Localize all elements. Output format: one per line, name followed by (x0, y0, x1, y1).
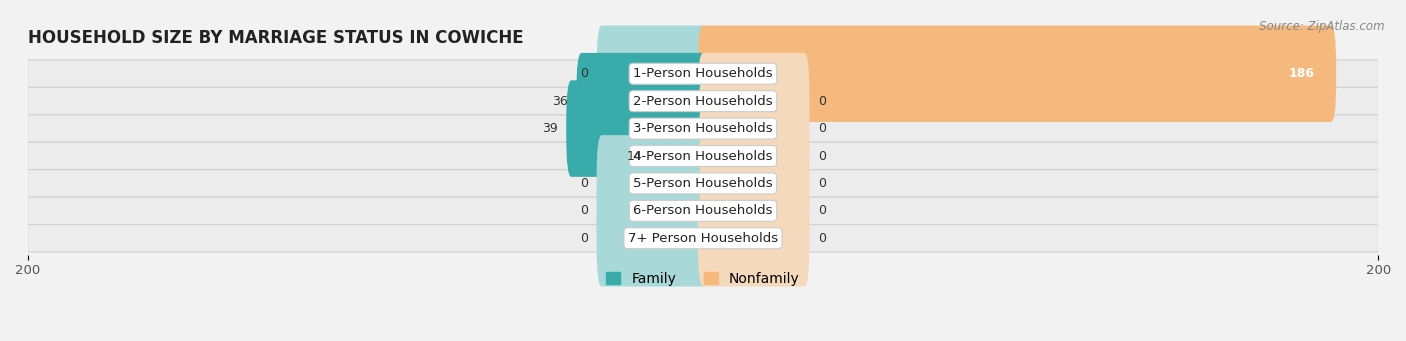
FancyBboxPatch shape (567, 80, 709, 177)
Text: 7+ Person Households: 7+ Person Households (628, 232, 778, 245)
Text: HOUSEHOLD SIZE BY MARRIAGE STATUS IN COWICHE: HOUSEHOLD SIZE BY MARRIAGE STATUS IN COW… (28, 29, 523, 47)
FancyBboxPatch shape (697, 135, 810, 232)
Text: 0: 0 (818, 177, 825, 190)
Text: 1-Person Households: 1-Person Households (633, 67, 773, 80)
FancyBboxPatch shape (28, 115, 1378, 142)
Text: 3-Person Households: 3-Person Households (633, 122, 773, 135)
Text: 0: 0 (581, 177, 588, 190)
FancyBboxPatch shape (576, 53, 709, 149)
FancyBboxPatch shape (28, 225, 1378, 252)
Text: 0: 0 (818, 122, 825, 135)
Text: 2-Person Households: 2-Person Households (633, 95, 773, 108)
Text: 0: 0 (818, 149, 825, 163)
FancyBboxPatch shape (697, 26, 1336, 122)
Text: 0: 0 (581, 232, 588, 245)
FancyBboxPatch shape (28, 60, 1378, 87)
FancyBboxPatch shape (697, 163, 810, 259)
Text: 36: 36 (553, 95, 568, 108)
FancyBboxPatch shape (697, 190, 810, 286)
FancyBboxPatch shape (596, 26, 709, 122)
Text: 186: 186 (1288, 67, 1315, 80)
Text: 14: 14 (627, 149, 643, 163)
Text: 4-Person Households: 4-Person Households (633, 149, 773, 163)
Text: 0: 0 (581, 204, 588, 217)
Text: 0: 0 (581, 67, 588, 80)
FancyBboxPatch shape (697, 108, 810, 204)
FancyBboxPatch shape (28, 170, 1378, 197)
FancyBboxPatch shape (697, 53, 810, 149)
FancyBboxPatch shape (596, 163, 709, 259)
Text: 5-Person Households: 5-Person Households (633, 177, 773, 190)
FancyBboxPatch shape (28, 87, 1378, 115)
Text: 0: 0 (818, 232, 825, 245)
FancyBboxPatch shape (28, 197, 1378, 225)
FancyBboxPatch shape (697, 80, 810, 177)
FancyBboxPatch shape (596, 135, 709, 232)
Text: 6-Person Households: 6-Person Households (633, 204, 773, 217)
Text: Source: ZipAtlas.com: Source: ZipAtlas.com (1260, 20, 1385, 33)
Text: 0: 0 (818, 204, 825, 217)
FancyBboxPatch shape (651, 108, 709, 204)
FancyBboxPatch shape (28, 142, 1378, 170)
Text: 0: 0 (818, 95, 825, 108)
FancyBboxPatch shape (596, 190, 709, 286)
Legend: Family, Nonfamily: Family, Nonfamily (600, 266, 806, 291)
Text: 39: 39 (543, 122, 558, 135)
